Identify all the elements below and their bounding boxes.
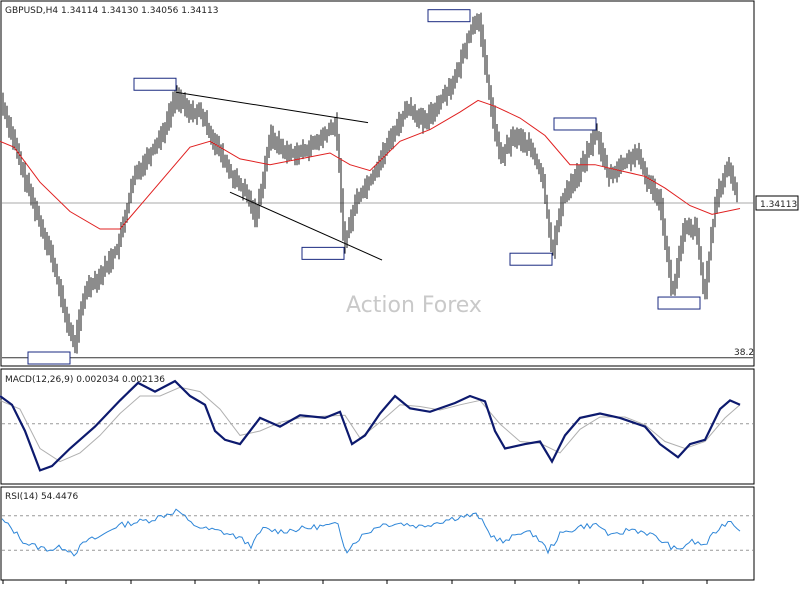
price-annotation-box (553, 117, 597, 131)
watermark: Action Forex (346, 293, 482, 318)
price-annotation-box (657, 296, 701, 310)
price-annotation-box (27, 351, 71, 365)
price-header: GBPUSD,H4 1.34114 1.34130 1.34056 1.3411… (5, 6, 218, 16)
price-annotation-box (301, 246, 345, 260)
rsi-header: RSI(14) 54.4476 (5, 492, 78, 502)
moving-average-line (0, 99, 741, 230)
price-panel-frame (0, 0, 755, 367)
macd-panel-frame (0, 368, 755, 485)
macd-header: MACD(12,26,9) 0.002034 0.002136 (5, 375, 165, 385)
current-price-box (755, 195, 799, 211)
rsi-line (1, 508, 741, 557)
fib-label: 38.2 (734, 348, 754, 358)
price-annotation-box (427, 9, 471, 23)
trendline (229, 191, 383, 261)
trendline (175, 91, 369, 124)
price-annotation-box (509, 252, 553, 266)
price-annotation-box (133, 77, 177, 91)
current-price-label: 1.34113 (760, 200, 797, 210)
macd-signal-line (0, 386, 741, 463)
macd-line (0, 379, 741, 472)
rsi-panel-frame (0, 486, 755, 581)
